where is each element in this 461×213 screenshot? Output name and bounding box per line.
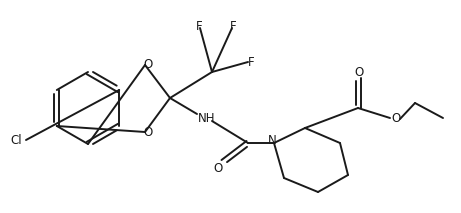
Text: Cl: Cl bbox=[10, 134, 22, 147]
Text: O: O bbox=[355, 66, 364, 79]
Text: NH: NH bbox=[198, 111, 216, 125]
Text: O: O bbox=[143, 58, 153, 71]
Text: O: O bbox=[391, 112, 401, 125]
Text: F: F bbox=[248, 56, 254, 69]
Text: F: F bbox=[230, 20, 236, 33]
Text: O: O bbox=[213, 161, 223, 174]
Text: N: N bbox=[268, 134, 277, 147]
Text: F: F bbox=[195, 20, 202, 33]
Text: O: O bbox=[143, 127, 153, 140]
